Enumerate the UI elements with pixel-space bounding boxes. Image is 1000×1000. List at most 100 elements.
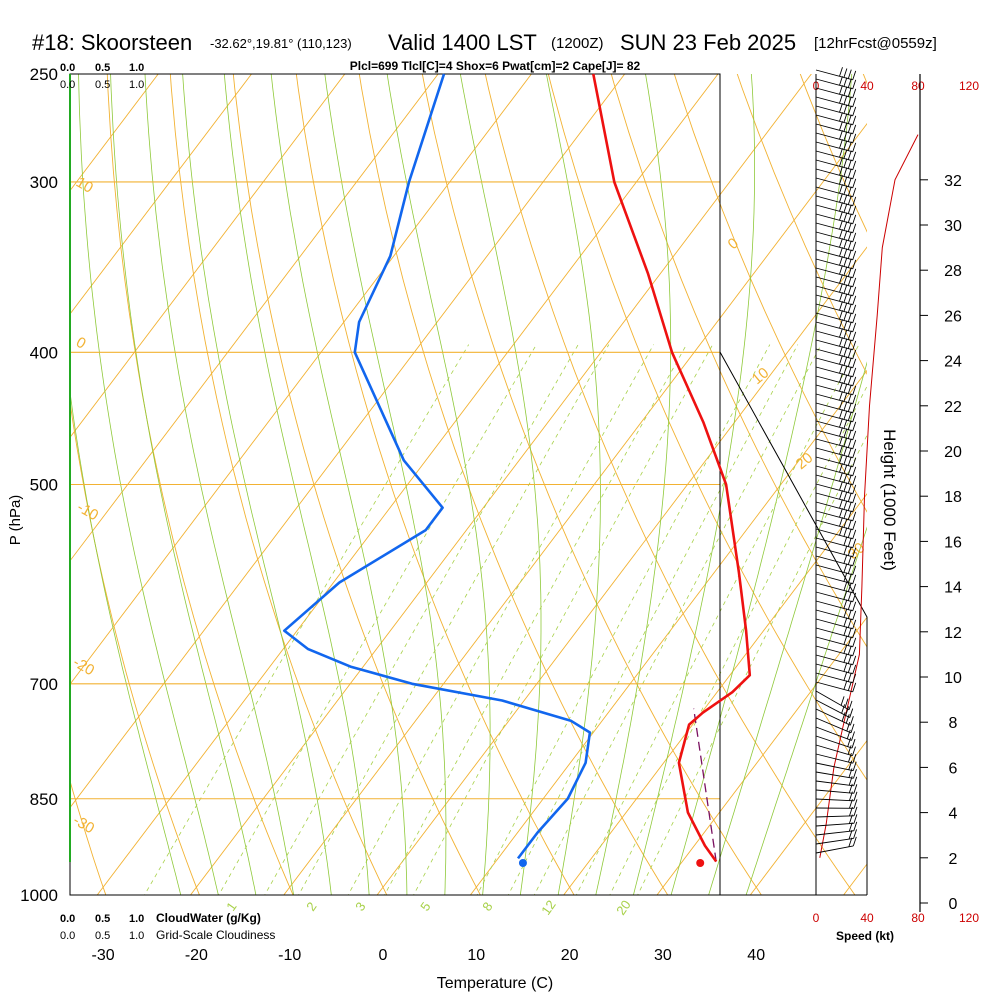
wind-barb-feather [839,274,843,284]
wind-barb-feather [853,814,858,824]
moist-adiabat-line [633,74,755,895]
wind-barb-feather [852,448,857,458]
wind-barb-feather [839,310,843,320]
wind-barb-feather [852,268,857,278]
wind-barb-feather [848,768,853,778]
wind-barb-feather [853,776,858,786]
wind-barb-staff [815,627,853,639]
dry-adiabat-line [295,74,575,895]
wind-barb-feather [852,178,857,188]
wind-barb-feather [848,837,853,847]
wind-barb-feather [839,175,843,185]
wind-barb-staff [815,780,854,787]
wind-barb-feather [852,79,857,89]
wind-barb-feather [852,385,857,395]
wind-barb-feather [843,68,848,78]
valid-date: SUN 23 Feb 2025 [620,30,796,55]
wind-barb-feather [847,483,852,493]
wind-barb-feather [843,302,848,312]
wind-barb-feather [843,500,848,510]
dry-adiabat-line [736,74,867,375]
wind-barb-feather [843,401,848,411]
wind-barb-feather [853,769,857,779]
plot-frame [69,73,868,896]
wind-barb-feather [843,527,848,537]
wind-barb-feather [841,704,846,714]
wind-barb-feather [839,373,843,383]
mixing-ratio-label: 3 [352,899,368,914]
wind-barb-feather [852,475,857,485]
wind-barb-feather [839,229,843,239]
wind-barb-staff [815,681,853,693]
wind-barb-staff [815,375,853,387]
x-axis-title: Temperature (C) [437,975,553,992]
wind-barb-feather [846,729,851,739]
wind-barb-feather [839,436,843,446]
wind-barb-feather [852,88,857,98]
wind-barb-staff [815,726,852,741]
speed-axis-title: Speed (kt) [836,929,894,943]
wind-barb-feather [849,799,853,809]
wind-barb-feather [852,340,857,350]
height-tick-label: 20 [944,444,962,461]
wind-barb-feather [852,637,857,647]
wind-barb-feather [852,169,857,179]
wind-barb-staff [815,663,853,675]
wind-barb-feather [852,124,857,134]
wind-barb-feather [843,257,848,267]
mixing-ratio-line [575,344,860,895]
wind-barb-staff [815,708,851,726]
wind-barb-staff [815,159,853,171]
wind-barb-feather [839,463,843,473]
wind-barb-staff [815,762,854,772]
x-tick-label: -20 [185,947,208,964]
wind-barb-feather [852,574,857,584]
dry-adiabat-line [106,74,294,895]
wind-barb-feather [847,312,852,322]
wind-barb-staff [815,501,853,513]
wind-barb-feather [852,556,857,566]
wind-barb-feather [843,95,848,105]
wind-barb-feather [853,791,858,801]
wind-barb-feather [839,247,843,257]
cloudiness-tick: 0.0 [60,79,75,91]
wind-barb-feather [839,184,843,194]
dry-adiabat-line [0,42,15,905]
mixing-ratio-line [384,344,687,895]
wind-barb-feather [848,700,853,710]
wind-barb-feather [843,194,848,204]
isotherm-line [470,369,867,895]
y-axis: P (hPa) [7,495,24,546]
wind-barb-feather [843,545,848,555]
wind-barb-feather [843,320,848,330]
isotherm-line [937,42,1000,895]
wind-barb-staff [815,339,853,351]
dry-adiabat-label: 20 [793,449,817,473]
mixing-ratio-line [609,385,867,895]
wind-barb-feather [852,349,857,359]
wind-barb-feather [852,628,857,638]
wind-barb-staff [815,249,853,261]
wind-barb-feather [839,211,843,221]
wind-barb-feather [847,393,852,403]
mixing-ratio-line [637,434,867,895]
height-tick-label: 4 [949,806,958,823]
isotherm-line [190,74,812,895]
wind-barb-feather [852,322,857,332]
wind-barb-feather [847,737,852,747]
wind-barb-feather [852,601,857,611]
wind-barb-feather [839,139,843,149]
wind-barb-feather [843,392,848,402]
isotherm-line [563,493,867,895]
wind-barb-feather [843,77,848,87]
wind-barb-feather [852,331,857,341]
wind-barb-feather [843,473,848,483]
wind-barb-feather [847,636,852,646]
wind-barb-feather [852,421,857,431]
wind-barb-feather [843,536,848,546]
wind-barb-feather [847,591,852,601]
wind-barb-staff [815,168,853,180]
surface-dewpoint-dot [518,859,527,867]
wind-barb-feather [847,745,852,755]
x-tick-label: 20 [561,947,579,964]
